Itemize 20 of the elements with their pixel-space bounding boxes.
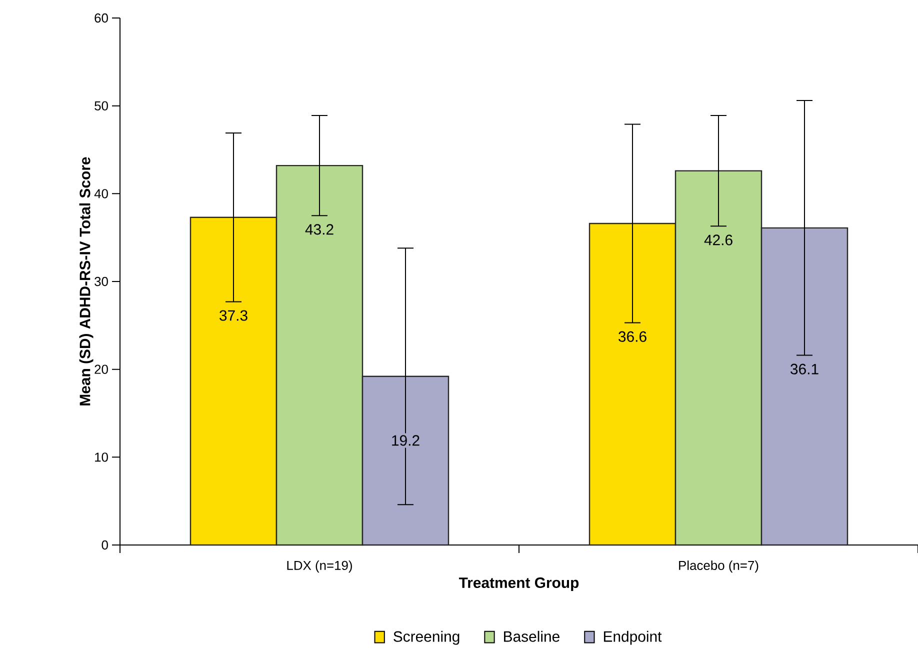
y-tick-label: 40: [94, 189, 108, 198]
data-label: 43.2: [305, 224, 334, 235]
y-tick-label: 30: [94, 276, 108, 286]
x-axis-title: Treatment Group: [458, 577, 579, 591]
y-axis-title: Mean (SD) ADHD-RS-IV Total Score: [79, 157, 94, 406]
data-label: 36.1: [790, 364, 818, 374]
x-tick-label: Placebo (n=7): [679, 560, 758, 573]
data-label: 42.6: [704, 234, 732, 246]
y-tick-label: 0: [102, 540, 108, 550]
legend-label: Endpoint: [604, 630, 662, 645]
y-tick-label: 20: [94, 364, 108, 374]
data-label: 36.6: [618, 331, 646, 342]
x-tick-label: LDX (n=19): [287, 560, 352, 573]
y-tick-label: 50: [94, 101, 108, 110]
data-label: 19.2: [392, 435, 420, 446]
legend-label: Screening: [394, 630, 460, 645]
data-label: 37.3: [220, 310, 248, 321]
y-tick-label: 60: [94, 13, 108, 23]
legend-label: Baseline: [504, 630, 560, 642]
y-tick-label: 10: [95, 452, 108, 462]
